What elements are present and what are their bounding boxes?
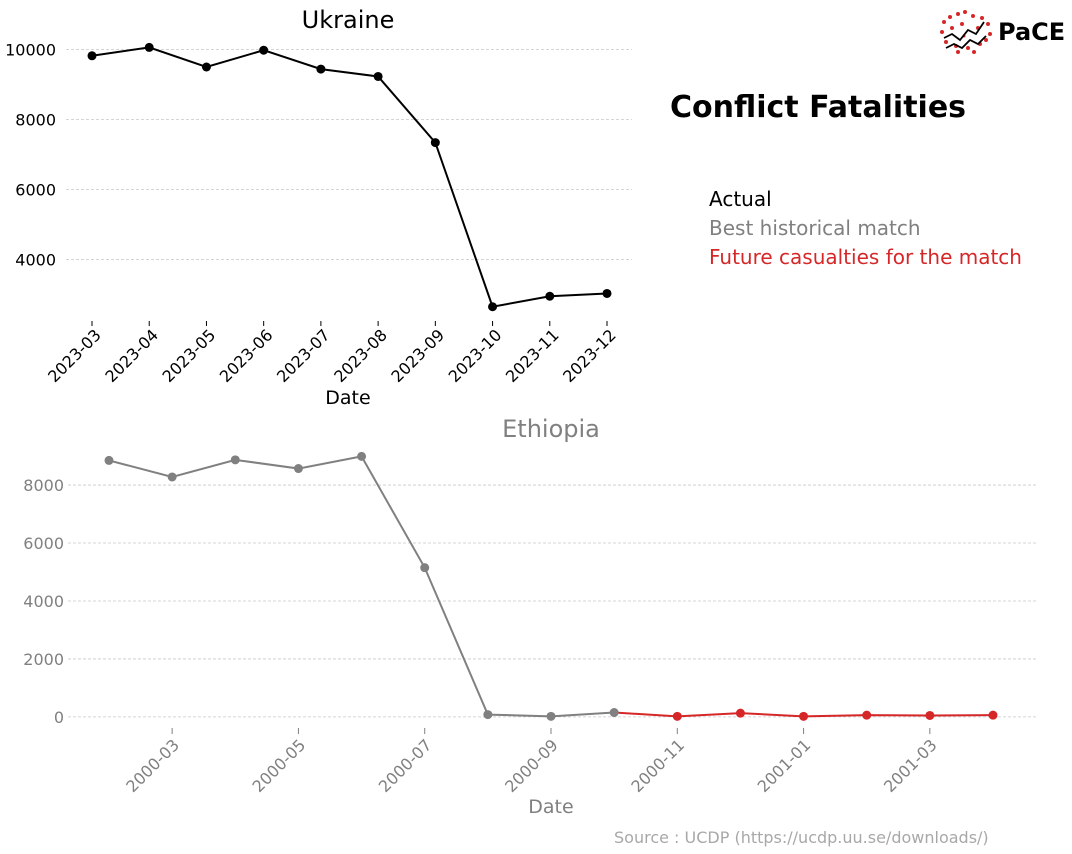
- x-tick-label: 2000-05: [249, 735, 310, 796]
- y-tick-label: 8000: [23, 476, 64, 495]
- data-point-match: [609, 708, 619, 718]
- x-tick-label: 2023-10: [445, 325, 506, 386]
- data-point-match: [357, 451, 367, 461]
- legend-future: Future casualties for the match: [709, 245, 1022, 269]
- data-point-match: [420, 563, 430, 573]
- y-tick-label: 6000: [15, 181, 56, 200]
- data-point: [373, 71, 383, 81]
- page-title: Conflict Fatalities: [670, 90, 967, 125]
- logo-dots-icon: [940, 10, 992, 54]
- x-tick-label: 2023-11: [502, 325, 563, 386]
- x-tick-label: 2023-09: [387, 325, 448, 386]
- data-point-match: [546, 711, 556, 721]
- x-tick-label: 2000-07: [375, 735, 436, 796]
- data-point: [602, 288, 612, 298]
- chart-title-ethiopia: Ethiopia: [502, 415, 600, 443]
- data-point: [87, 51, 97, 61]
- data-point: [144, 42, 154, 52]
- series-line-match: [108, 455, 615, 718]
- y-tick-label: 4000: [15, 251, 56, 270]
- logo-text: PaCE: [998, 18, 1066, 46]
- pace-logo: PaCE: [938, 8, 1068, 58]
- ukraine-chart: 400060008000100002023-032023-042023-0520…: [5, 6, 632, 409]
- y-tick-label: 2000: [23, 650, 64, 669]
- data-point: [201, 62, 211, 72]
- data-point-future: [799, 711, 809, 721]
- x-axis-label: Date: [325, 387, 370, 409]
- data-point-future: [988, 710, 998, 720]
- data-point: [545, 291, 555, 301]
- data-point-future: [925, 710, 935, 720]
- x-tick-label: 2001-03: [880, 735, 941, 796]
- x-tick-label: 2001-01: [754, 735, 815, 796]
- data-point-future: [735, 708, 745, 718]
- x-tick-label: 2023-12: [559, 325, 620, 386]
- legend-best-match: Best historical match: [709, 216, 921, 240]
- legend: Actual Best historical match Future casu…: [709, 185, 1022, 272]
- x-tick-label: 2000-03: [122, 735, 183, 796]
- x-axis-label: Date: [528, 796, 573, 818]
- x-tick-label: 2023-06: [216, 325, 277, 386]
- data-point-match: [167, 472, 177, 482]
- data-point-future: [672, 711, 682, 721]
- data-point: [316, 64, 326, 74]
- data-point-match: [230, 455, 240, 465]
- x-tick-label: 2023-08: [330, 325, 391, 386]
- data-point: [488, 302, 498, 312]
- data-point-match: [483, 710, 493, 720]
- data-point: [259, 45, 269, 55]
- ethiopia-chart: 0 2000 4000 6000 8000 2000-03 2000-05 2000-07 20…: [23, 415, 1036, 818]
- y-tick-label: 10000: [5, 41, 56, 60]
- y-tick-label: 0: [54, 708, 64, 727]
- x-tick-label: 2000-09: [501, 735, 562, 796]
- x-tick-label: 2023-05: [159, 325, 220, 386]
- data-point-match: [104, 455, 114, 465]
- x-tick-label: 2023-03: [44, 325, 105, 386]
- x-tick-label: 2023-04: [101, 325, 162, 386]
- y-tick-label: 4000: [23, 592, 64, 611]
- data-point-match: [293, 464, 303, 474]
- series-line-ukraine: [91, 46, 608, 308]
- data-point: [430, 138, 440, 148]
- x-tick-label: 2000-11: [627, 735, 688, 796]
- y-tick-label: 8000: [15, 111, 56, 130]
- legend-actual: Actual: [709, 187, 772, 211]
- data-point-future: [862, 710, 872, 720]
- x-tick-label: 2023-07: [273, 325, 334, 386]
- chart-title-ukraine: Ukraine: [302, 6, 395, 34]
- source-note: Source : UCDP (https://ucdp.uu.se/downlo…: [614, 828, 989, 847]
- y-tick-label: 6000: [23, 534, 64, 553]
